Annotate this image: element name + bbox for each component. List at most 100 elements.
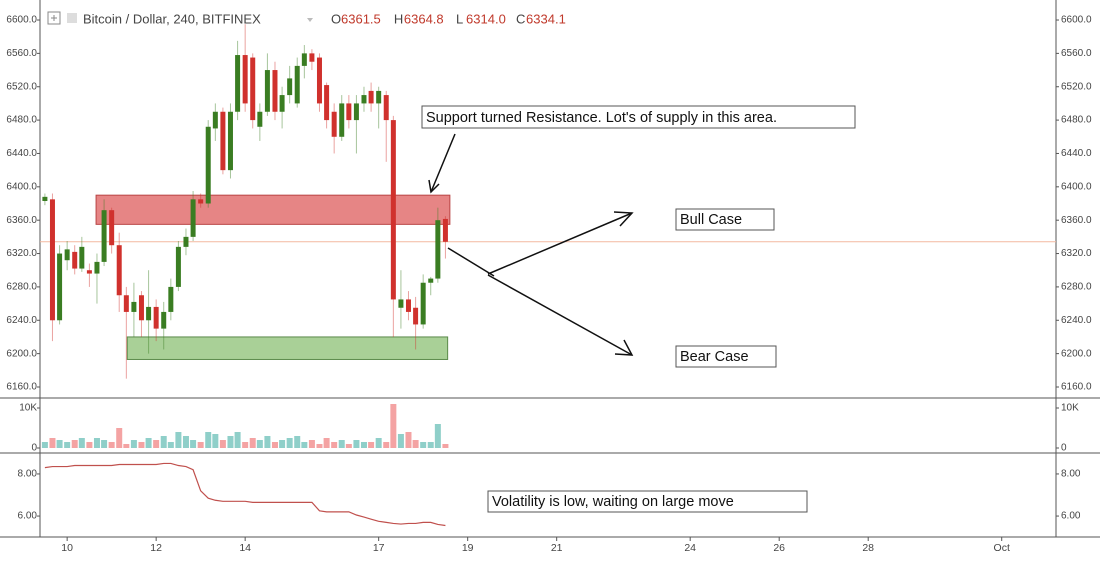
volume-bar bbox=[301, 442, 308, 448]
y-tick-label: 6200.0 bbox=[1061, 348, 1092, 359]
ohlc-value: 6361.5 bbox=[341, 11, 381, 26]
candle-body bbox=[346, 103, 352, 121]
volume-bar bbox=[153, 440, 160, 448]
candle-body bbox=[42, 196, 48, 202]
arrow bbox=[447, 247, 495, 277]
volume-bar bbox=[420, 442, 427, 448]
candle-body bbox=[435, 220, 441, 279]
plot: 6160.0 6160.0 6200.0 6200.0 6240.0 6240.0 6280… bbox=[6, 15, 1092, 554]
candle-body bbox=[309, 53, 315, 62]
candle-body bbox=[257, 111, 263, 127]
ohlc-label: H bbox=[394, 11, 403, 26]
volume-bar bbox=[264, 436, 271, 448]
volume-bar bbox=[182, 436, 189, 448]
candle-body bbox=[109, 210, 115, 246]
candle-body bbox=[294, 65, 300, 104]
candle-body bbox=[235, 55, 241, 112]
y-tick-label: 6440.0 bbox=[6, 148, 37, 159]
volume-bar bbox=[160, 436, 167, 448]
arrow bbox=[430, 133, 456, 193]
y-tick-label: 6280.0 bbox=[1061, 282, 1092, 293]
arrow bbox=[487, 212, 633, 275]
candle-body bbox=[227, 111, 233, 171]
candle-body bbox=[72, 251, 78, 269]
volume-bar bbox=[123, 444, 130, 448]
candle-body bbox=[383, 95, 389, 121]
volume-bar bbox=[360, 442, 367, 448]
volume-bar bbox=[353, 440, 360, 448]
arrow-head bbox=[428, 179, 440, 194]
y-tick-label: 6.00 bbox=[18, 511, 38, 522]
ohlc-value: 6364.8 bbox=[404, 11, 444, 26]
candle-body bbox=[428, 278, 434, 283]
candle-body bbox=[353, 103, 359, 121]
volume-bar bbox=[64, 442, 71, 448]
annotation: Volatility is low, waiting on large move bbox=[492, 494, 734, 510]
volume-bar bbox=[197, 442, 204, 448]
candle-body bbox=[301, 53, 307, 66]
y-tick-label: 6480.0 bbox=[1061, 115, 1092, 126]
y-tick-label: 6560.0 bbox=[1061, 48, 1092, 59]
volume-bar bbox=[56, 440, 63, 448]
arrow bbox=[487, 274, 633, 356]
y-tick-label: 6560.0 bbox=[6, 48, 37, 59]
candle-body bbox=[398, 299, 404, 308]
y-tick-label: 6360.0 bbox=[1061, 215, 1092, 226]
x-tick-label: 24 bbox=[684, 542, 696, 554]
volume-bar bbox=[242, 442, 249, 448]
annotation: Support turned Resistance. Lot's of supp… bbox=[426, 110, 777, 126]
y-tick-label: 6240.0 bbox=[6, 315, 37, 326]
candle-body bbox=[250, 57, 256, 121]
candle-body bbox=[57, 253, 63, 321]
candle-body bbox=[220, 111, 226, 171]
volume-bar bbox=[71, 440, 78, 448]
ohlc-value: 6314.0 bbox=[466, 11, 506, 26]
volume-bar bbox=[78, 438, 85, 448]
arrow-head bbox=[613, 211, 634, 227]
y-tick-label: 10K bbox=[19, 403, 37, 414]
volume-bar bbox=[130, 440, 137, 448]
candle-body bbox=[175, 246, 181, 287]
y-tick-label: 6320.0 bbox=[1061, 248, 1092, 259]
volume-bar bbox=[316, 444, 323, 448]
add-icon[interactable] bbox=[47, 11, 61, 25]
x-tick-label: 26 bbox=[773, 542, 785, 554]
volume-bar bbox=[205, 432, 212, 448]
candle-body bbox=[101, 210, 107, 262]
annotation: Bull Case bbox=[680, 212, 742, 228]
ohlc-label: C bbox=[516, 11, 525, 26]
candle-body bbox=[86, 270, 92, 274]
volume-bar bbox=[383, 442, 390, 448]
x-tick-label: 12 bbox=[150, 542, 162, 554]
arrow-head bbox=[614, 339, 634, 356]
zone bbox=[126, 336, 449, 360]
volume-bar bbox=[175, 432, 182, 448]
annotation-box bbox=[421, 105, 856, 129]
candle-body bbox=[183, 236, 189, 247]
volume-bar bbox=[116, 428, 123, 448]
volume-bar bbox=[190, 440, 197, 448]
dropdown[interactable] bbox=[307, 18, 313, 22]
candle-body bbox=[94, 261, 100, 274]
y-tick-label: 6520.0 bbox=[1061, 81, 1092, 92]
volume-bar bbox=[249, 438, 256, 448]
annotation-box bbox=[675, 345, 777, 368]
chart-title: Bitcoin / Dollar, 240, BITFINEX bbox=[83, 11, 261, 26]
y-tick-label: 6480.0 bbox=[6, 115, 37, 126]
volume-bar bbox=[331, 442, 338, 448]
candle-body bbox=[316, 57, 322, 104]
volume-bar bbox=[345, 444, 352, 448]
ohlc-label: O bbox=[331, 11, 341, 26]
candle-body bbox=[190, 199, 196, 237]
candle-body bbox=[390, 120, 396, 300]
candle-body bbox=[339, 103, 345, 137]
y-tick-label: 6520.0 bbox=[6, 81, 37, 92]
candle-body bbox=[405, 299, 411, 312]
y-tick-label: 6240.0 bbox=[1061, 315, 1092, 326]
candle-body bbox=[279, 95, 285, 112]
volatility-line bbox=[44, 462, 446, 527]
candle-body bbox=[153, 306, 159, 329]
candle-body bbox=[368, 90, 374, 104]
volume-bar bbox=[286, 438, 293, 448]
